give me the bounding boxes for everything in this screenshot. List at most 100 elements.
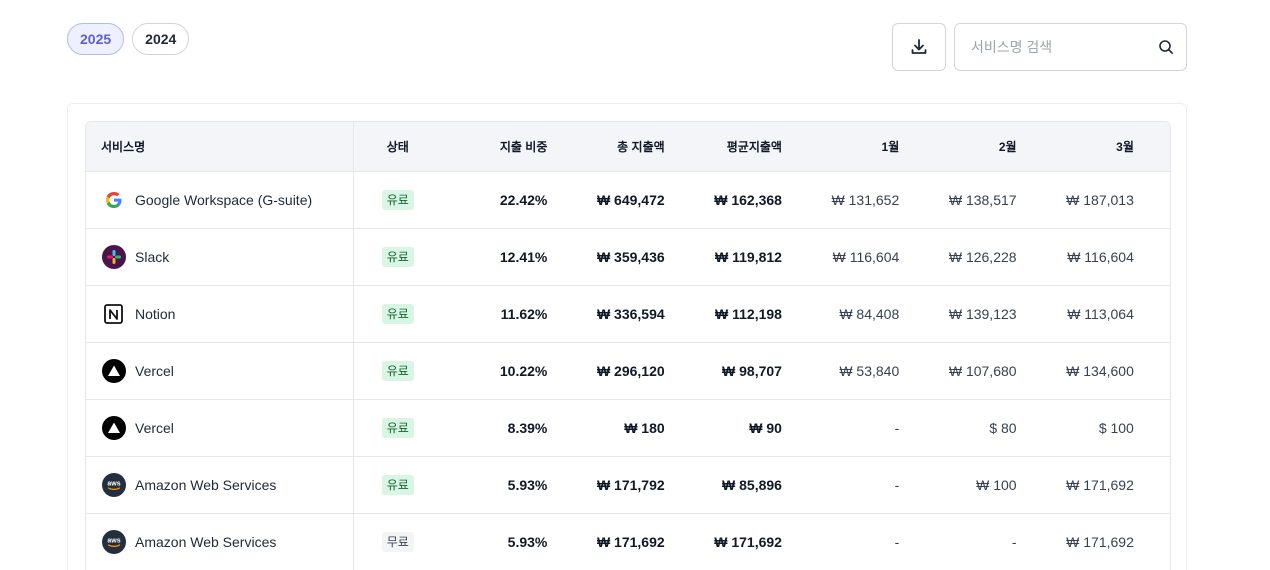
aws-logo-icon: aws: [102, 529, 126, 554]
month-2-cell: ₩ 126,228: [911, 228, 1029, 286]
search-box: [954, 23, 1187, 71]
status-badge: 무료: [381, 531, 414, 552]
month-1-cell: ₩ 131,652: [793, 171, 912, 229]
service-name: Amazon Web Services: [135, 476, 277, 493]
vercel-logo-icon: [102, 415, 126, 440]
search-input[interactable]: [971, 39, 1158, 55]
table-row[interactable]: Vercel 유료 10.22% ₩ 296,120 ₩ 98,707 ₩ 53,840 ₩…: [86, 342, 1170, 400]
svg-text:aws: aws: [107, 480, 120, 487]
service-name: Slack: [135, 248, 170, 265]
header-average-spend[interactable]: 평균지출액: [676, 122, 794, 172]
month-2-cell: ₩ 100: [911, 456, 1029, 514]
month-3-cell: ₩ 171,692: [1028, 513, 1146, 570]
table-row[interactable]: Vercel 유료 8.39% ₩ 180 ₩ 90- $ 80 $ 100: [86, 399, 1170, 457]
header-spend-ratio[interactable]: 지출 비중: [442, 122, 560, 172]
month-3-cell: ₩ 116,604: [1028, 228, 1146, 286]
spend-ratio-cell: 5.93%: [442, 456, 560, 514]
total-spend-cell: ₩ 296,120: [559, 342, 677, 400]
spend-card: 서비스명 상태 지출 비중 총 지출액 평균지출액 1월 2월 3월 Googl…: [67, 103, 1187, 570]
header-status[interactable]: 상태: [353, 122, 443, 172]
month-1-cell: -: [793, 513, 912, 570]
month-4-cell: [1145, 228, 1170, 286]
month-2-cell: ₩ 139,123: [911, 285, 1029, 343]
average-spend-cell: ₩ 90: [676, 399, 794, 457]
status-badge: 유료: [381, 417, 414, 438]
table-row[interactable]: aws Amazon Web Services 유료 5.93% ₩ 171,792 ₩ …: [86, 456, 1170, 514]
spend-table-scroll[interactable]: 서비스명 상태 지출 비중 총 지출액 평균지출액 1월 2월 3월 Googl…: [85, 121, 1171, 570]
spend-ratio-cell: 22.42%: [442, 171, 560, 229]
average-spend-cell: ₩ 162,368: [676, 171, 794, 229]
month-1-cell: ₩ 84,408: [793, 285, 912, 343]
status-badge: 유료: [381, 189, 414, 210]
service-name-cell[interactable]: Google Workspace (G-suite): [86, 171, 354, 229]
month-4-cell: [1145, 399, 1170, 457]
year-tab-2025[interactable]: 2025: [67, 23, 125, 55]
table-row[interactable]: aws Amazon Web Services 무료 5.93% ₩ 171,692 ₩ …: [86, 513, 1170, 570]
month-4-cell: [1145, 285, 1170, 343]
table-row[interactable]: Slack 유료 12.41% ₩ 359,436 ₩ 119,812 ₩ 116,604…: [86, 228, 1170, 286]
average-spend-cell: ₩ 112,198: [676, 285, 794, 343]
month-4-cell: ₩ 19: [1145, 171, 1170, 229]
header-total-spend[interactable]: 총 지출액: [559, 122, 677, 172]
month-3-cell: $ 100: [1028, 399, 1146, 457]
table-header-row: 서비스명 상태 지출 비중 총 지출액 평균지출액 1월 2월 3월: [86, 122, 1170, 172]
status-cell: 유료: [353, 342, 443, 400]
header-month-1[interactable]: 1월: [793, 122, 912, 172]
status-cell: 유료: [353, 228, 443, 286]
total-spend-cell: ₩ 336,594: [559, 285, 677, 343]
month-2-cell: ₩ 107,680: [911, 342, 1029, 400]
service-name-cell[interactable]: aws Amazon Web Services: [86, 513, 354, 570]
table-row[interactable]: Notion 유료 11.62% ₩ 336,594 ₩ 112,198 ₩ 84,408…: [86, 285, 1170, 343]
service-name-cell[interactable]: Vercel: [86, 399, 354, 457]
search-icon[interactable]: [1158, 39, 1174, 55]
year-tab-2024[interactable]: 2024: [132, 23, 190, 55]
service-name-cell[interactable]: Notion: [86, 285, 354, 343]
month-1-cell: -: [793, 456, 912, 514]
download-button[interactable]: [892, 23, 946, 71]
header-month-2[interactable]: 2월: [911, 122, 1029, 172]
month-1-cell: -: [793, 399, 912, 457]
month-4-cell: [1145, 456, 1170, 514]
spend-ratio-cell: 10.22%: [442, 342, 560, 400]
total-spend-cell: ₩ 171,792: [559, 456, 677, 514]
month-2-cell: ₩ 138,517: [911, 171, 1029, 229]
service-name: Google Workspace (G-suite): [135, 191, 313, 208]
header-service-name[interactable]: 서비스명: [86, 122, 354, 172]
slack-logo-icon: [102, 244, 126, 269]
service-name-cell[interactable]: aws Amazon Web Services: [86, 456, 354, 514]
download-icon: [911, 39, 927, 54]
month-2-cell: $ 80: [911, 399, 1029, 457]
status-cell: 유료: [353, 399, 443, 457]
service-name-cell[interactable]: Slack: [86, 228, 354, 286]
aws-logo-icon: aws: [102, 472, 126, 497]
service-name: Amazon Web Services: [135, 533, 277, 550]
month-4-cell: [1145, 513, 1170, 570]
status-badge: 유료: [381, 303, 414, 324]
svg-text:aws: aws: [107, 537, 120, 544]
vercel-logo-icon: [102, 358, 126, 383]
spend-ratio-cell: 8.39%: [442, 399, 560, 457]
month-3-cell: ₩ 113,064: [1028, 285, 1146, 343]
month-1-cell: ₩ 53,840: [793, 342, 912, 400]
status-badge: 유료: [381, 474, 414, 495]
table-row[interactable]: Google Workspace (G-suite) 유료 22.42% ₩ 649,…: [86, 171, 1170, 229]
month-3-cell: ₩ 187,013: [1028, 171, 1146, 229]
service-name: Notion: [135, 305, 176, 322]
header-month-3[interactable]: 3월: [1028, 122, 1146, 172]
status-badge: 유료: [381, 246, 414, 267]
average-spend-cell: ₩ 119,812: [676, 228, 794, 286]
spend-table: 서비스명 상태 지출 비중 총 지출액 평균지출액 1월 2월 3월 Googl…: [86, 122, 1170, 570]
status-cell: 유료: [353, 285, 443, 343]
average-spend-cell: ₩ 85,896: [676, 456, 794, 514]
service-name-cell[interactable]: Vercel: [86, 342, 354, 400]
header-month-4[interactable]: [1145, 122, 1170, 172]
average-spend-cell: ₩ 171,692: [676, 513, 794, 570]
spend-ratio-cell: 12.41%: [442, 228, 560, 286]
total-spend-cell: ₩ 359,436: [559, 228, 677, 286]
month-3-cell: ₩ 171,692: [1028, 456, 1146, 514]
google-logo-icon: [102, 188, 126, 212]
total-spend-cell: ₩ 171,692: [559, 513, 677, 570]
month-4-cell: [1145, 342, 1170, 400]
status-cell: 무료: [353, 513, 443, 570]
month-1-cell: ₩ 116,604: [793, 228, 912, 286]
